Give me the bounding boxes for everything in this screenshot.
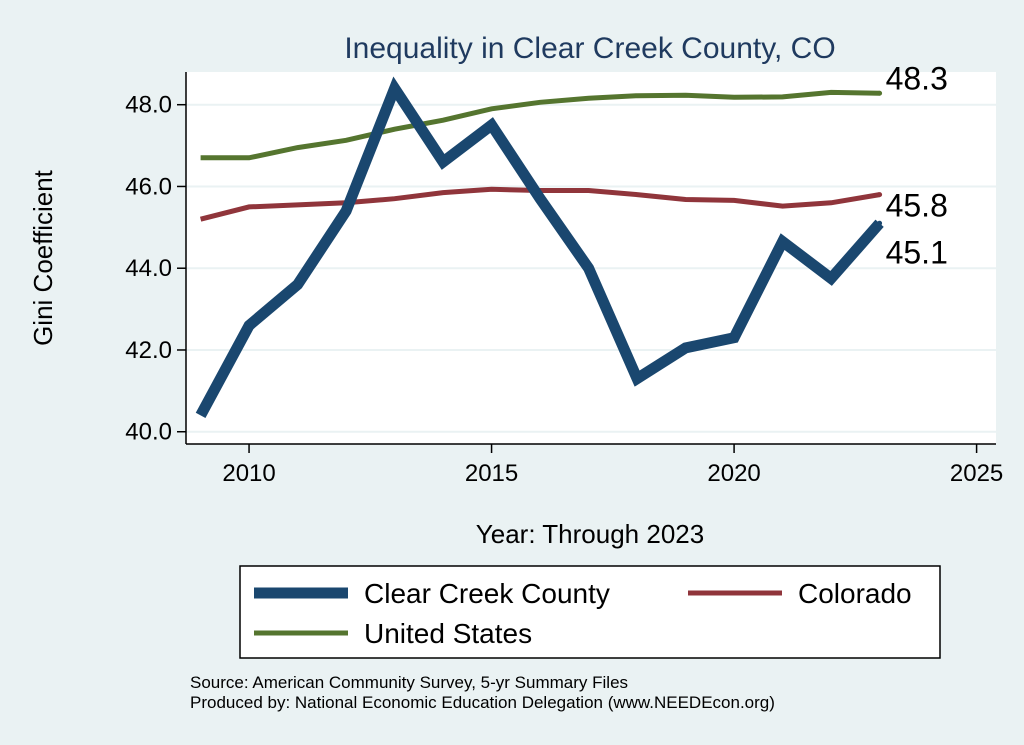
y-tick-label: 44.0 [125, 255, 172, 282]
series-line-clear-creek-county [195, 76, 884, 419]
end-label-united-states: 48.3 [886, 60, 948, 96]
x-axis-title: Year: Through 2023 [476, 519, 704, 549]
plot-area [186, 72, 996, 444]
end-label-colorado: 45.8 [886, 188, 948, 224]
legend-label-colorado: Colorado [798, 578, 912, 609]
y-tick-label: 48.0 [125, 92, 172, 119]
y-tick-label: 40.0 [125, 419, 172, 446]
end-marker-clear-creek-county [877, 220, 883, 226]
x-axis-ticks: 2010 2015 2020 2025 [222, 444, 1003, 487]
series-end-labels: 45.1 45.8 48.3 [877, 60, 948, 270]
end-label-clear-creek-county: 45.1 [886, 234, 948, 270]
legend-label-clear-creek-county: Clear Creek County [364, 578, 610, 609]
produced-by-line: Produced by: National Economic Education… [190, 693, 775, 712]
end-marker-colorado [877, 192, 883, 198]
legend-label-united-states: United States [364, 618, 532, 649]
series-lines [195, 76, 884, 419]
end-marker-united-states [877, 90, 883, 96]
y-axis-ticks: 40.0 42.0 44.0 46.0 48.0 [125, 92, 186, 446]
legend: Clear Creek County Colorado United State… [239, 565, 941, 659]
source-line: Source: American Community Survey, 5-yr … [190, 673, 628, 692]
y-axis-title: Gini Coefficient [28, 169, 58, 346]
x-tick-label: 2010 [222, 460, 275, 487]
axes [185, 72, 996, 445]
legend-box [239, 565, 941, 659]
series-line-united-states [200, 89, 880, 161]
x-tick-label: 2020 [707, 460, 760, 487]
chart-title: Inequality in Clear Creek County, CO [344, 32, 835, 65]
y-tick-label: 42.0 [125, 337, 172, 364]
y-tick-label: 46.0 [125, 173, 172, 200]
x-tick-label: 2025 [950, 460, 1003, 487]
x-tick-label: 2015 [465, 460, 518, 487]
